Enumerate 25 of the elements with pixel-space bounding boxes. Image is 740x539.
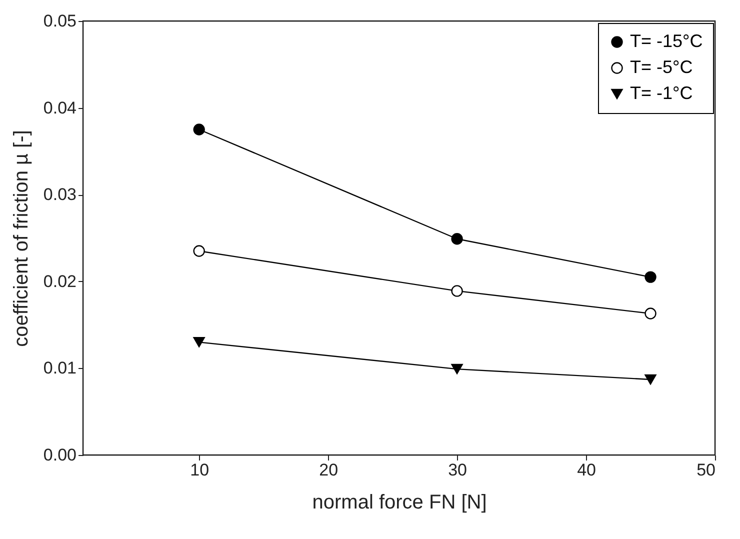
point xyxy=(644,308,656,320)
legend-label: T= -15°C xyxy=(630,31,703,51)
y-tick-label: 0.02 xyxy=(43,272,76,291)
x-tick-label: 40 xyxy=(577,460,596,480)
x-tick-label: 30 xyxy=(448,460,467,480)
y-tick-label: 0.00 xyxy=(43,446,76,464)
point xyxy=(644,271,656,283)
y-tick-label: 0.01 xyxy=(43,358,76,378)
x-tick-label: 20 xyxy=(319,460,338,480)
legend-label: T= -1°C xyxy=(630,83,693,103)
y-axis-title: coefficient of friction µ [-] xyxy=(10,130,32,347)
y-tick-label: 0.04 xyxy=(43,98,76,118)
y-tick-label: 0.03 xyxy=(43,185,76,204)
point xyxy=(644,374,656,385)
point xyxy=(451,364,463,374)
point xyxy=(193,337,205,348)
y-tick-label: 0.05 xyxy=(43,12,76,30)
point xyxy=(193,245,205,257)
point xyxy=(451,233,463,245)
legend-label: T= -5°C xyxy=(630,57,693,77)
point xyxy=(193,124,205,136)
point xyxy=(451,285,463,297)
x-axis-title: normal force FN [N] xyxy=(312,492,487,514)
x-tick-label: 50 xyxy=(696,460,716,480)
x-tick-label: 10 xyxy=(190,460,210,480)
